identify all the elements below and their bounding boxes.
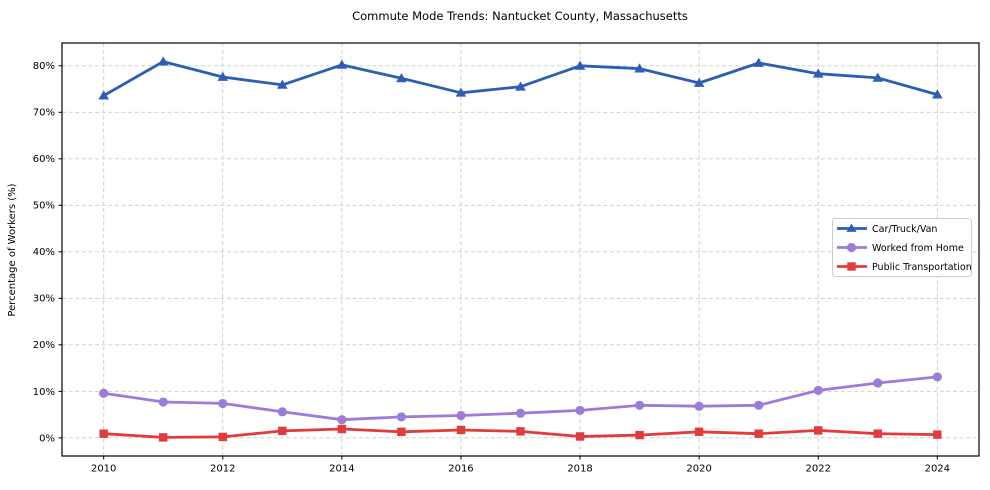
data-point — [516, 427, 525, 436]
gridlines — [62, 43, 979, 456]
data-point — [218, 432, 227, 442]
data-point — [157, 56, 169, 66]
data-point — [635, 430, 644, 440]
x-tick-label: 2010 — [91, 464, 116, 475]
data-point — [694, 401, 704, 411]
x-tick-label: 2018 — [567, 464, 592, 475]
square-marker-icon — [847, 262, 856, 271]
data-point — [933, 430, 942, 439]
data-point — [754, 400, 764, 410]
legend-label-car-truck-van: Car/Truck/Van — [872, 224, 937, 235]
plot-frame — [61, 42, 980, 457]
y-tick-label: 0% — [39, 433, 55, 444]
data-point — [396, 412, 407, 422]
x-tick-label: 2024 — [925, 464, 950, 475]
data-point — [278, 426, 287, 436]
triangle-marker-icon — [846, 223, 857, 232]
series-worked-from-home — [99, 372, 942, 425]
data-point — [158, 397, 168, 407]
y-tick-label: 40% — [33, 247, 55, 258]
data-point — [456, 410, 466, 421]
data-point — [455, 87, 467, 97]
data-point — [99, 429, 108, 438]
data-point — [337, 424, 347, 434]
circle-marker-icon — [846, 242, 857, 253]
y-tick-label: 50% — [33, 201, 55, 212]
data-point — [873, 378, 883, 388]
x-axis-ticks: 2010 2012 2014 2016 2018 2020 2022 2024 — [91, 456, 950, 475]
data-point — [873, 429, 882, 438]
plot-area: 2010 2012 2014 2016 2018 2020 2022 2024 0% 10% 20%… — [33, 42, 980, 475]
y-tick-label: 70% — [33, 108, 55, 119]
data-point — [575, 405, 585, 416]
data-point — [337, 415, 347, 425]
data-point — [753, 57, 764, 67]
y-tick-label: 80% — [33, 61, 55, 72]
x-tick-label: 2020 — [686, 464, 711, 475]
data-point — [694, 427, 704, 437]
legend-label-worked-from-home: Worked from Home — [872, 243, 964, 254]
data-point — [575, 432, 585, 441]
legend-item-worked-from-home: Worked from Home — [837, 243, 964, 254]
data-point — [217, 71, 229, 81]
y-tick-label: 10% — [33, 387, 55, 398]
data-point — [574, 60, 586, 70]
data-point — [634, 63, 645, 73]
legend-item-public-transportation: Public Transportation — [837, 262, 972, 273]
data-point — [515, 81, 526, 91]
data-point — [872, 72, 884, 82]
y-tick-label: 20% — [33, 340, 55, 351]
data-point — [456, 425, 466, 435]
data-point — [932, 89, 943, 99]
data-point — [159, 433, 168, 442]
x-tick-label: 2022 — [806, 464, 831, 475]
y-axis-label: Percentage of Workers (%) — [7, 183, 18, 316]
data-point — [277, 407, 287, 417]
data-point — [634, 400, 645, 410]
y-tick-label: 60% — [33, 154, 55, 165]
data-point — [693, 77, 705, 87]
data-point — [99, 388, 109, 398]
data-point — [218, 398, 228, 409]
data-point — [814, 426, 823, 435]
data-point — [396, 73, 407, 83]
data-point — [754, 429, 763, 438]
legend-item-car-truck-van: Car/Truck/Van — [837, 223, 937, 235]
data-point — [397, 427, 406, 437]
series-car-truck-van — [98, 56, 943, 100]
data-point — [813, 385, 823, 396]
y-axis-ticks: 0% 10% 20% 30% 40% 50% 60% 70% 80% — [33, 61, 62, 444]
legend-label-public-transportation: Public Transportation — [872, 262, 972, 273]
data-point — [812, 68, 824, 78]
data-point — [98, 90, 109, 100]
data-point — [932, 372, 942, 382]
y-tick-label: 30% — [33, 294, 55, 305]
x-tick-label: 2012 — [210, 464, 235, 475]
legend: Car/Truck/Van Worked from Home Public Tr… — [832, 218, 972, 277]
data-point — [336, 59, 348, 69]
x-tick-label: 2016 — [448, 464, 473, 475]
x-tick-label: 2014 — [329, 464, 354, 475]
chart-title: Commute Mode Trends: Nantucket County, M… — [352, 9, 688, 23]
data-point — [515, 408, 526, 418]
series-public-transportation — [99, 424, 942, 442]
legend-box — [832, 218, 972, 277]
data-point — [277, 79, 288, 89]
